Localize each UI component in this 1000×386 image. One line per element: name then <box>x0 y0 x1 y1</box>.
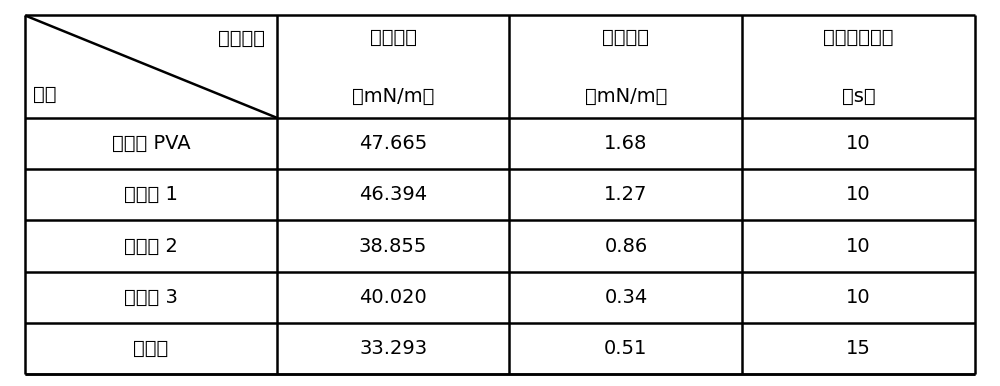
Text: 表面张力: 表面张力 <box>370 28 417 47</box>
Text: （s）: （s） <box>842 86 875 105</box>
Text: 1.68: 1.68 <box>604 134 648 153</box>
Text: 本发明: 本发明 <box>133 339 168 358</box>
Text: 33.293: 33.293 <box>359 339 427 358</box>
Text: 性能参数: 性能参数 <box>218 29 265 48</box>
Text: 1.27: 1.27 <box>604 185 648 204</box>
Text: 10: 10 <box>846 185 871 204</box>
Text: 46.394: 46.394 <box>359 185 427 204</box>
Text: 对比例 3: 对比例 3 <box>124 288 178 307</box>
Text: 15: 15 <box>846 339 871 358</box>
Text: 油水分离时间: 油水分离时间 <box>823 28 894 47</box>
Text: 0.51: 0.51 <box>604 339 648 358</box>
Text: 10: 10 <box>846 288 871 307</box>
Text: （mN/m）: （mN/m） <box>585 86 667 105</box>
Text: 10: 10 <box>846 237 871 256</box>
Text: 38.855: 38.855 <box>359 237 427 256</box>
Text: 物质: 物质 <box>33 85 56 104</box>
Text: 47.665: 47.665 <box>359 134 427 153</box>
Text: 0.34: 0.34 <box>604 288 648 307</box>
Text: 0.86: 0.86 <box>604 237 648 256</box>
Text: （mN/m）: （mN/m） <box>352 86 434 105</box>
Text: 未改性 PVA: 未改性 PVA <box>112 134 190 153</box>
Text: 10: 10 <box>846 134 871 153</box>
Text: 界面张力: 界面张力 <box>602 28 649 47</box>
Text: 对比例 2: 对比例 2 <box>124 237 178 256</box>
Text: 40.020: 40.020 <box>359 288 427 307</box>
Text: 对比例 1: 对比例 1 <box>124 185 178 204</box>
